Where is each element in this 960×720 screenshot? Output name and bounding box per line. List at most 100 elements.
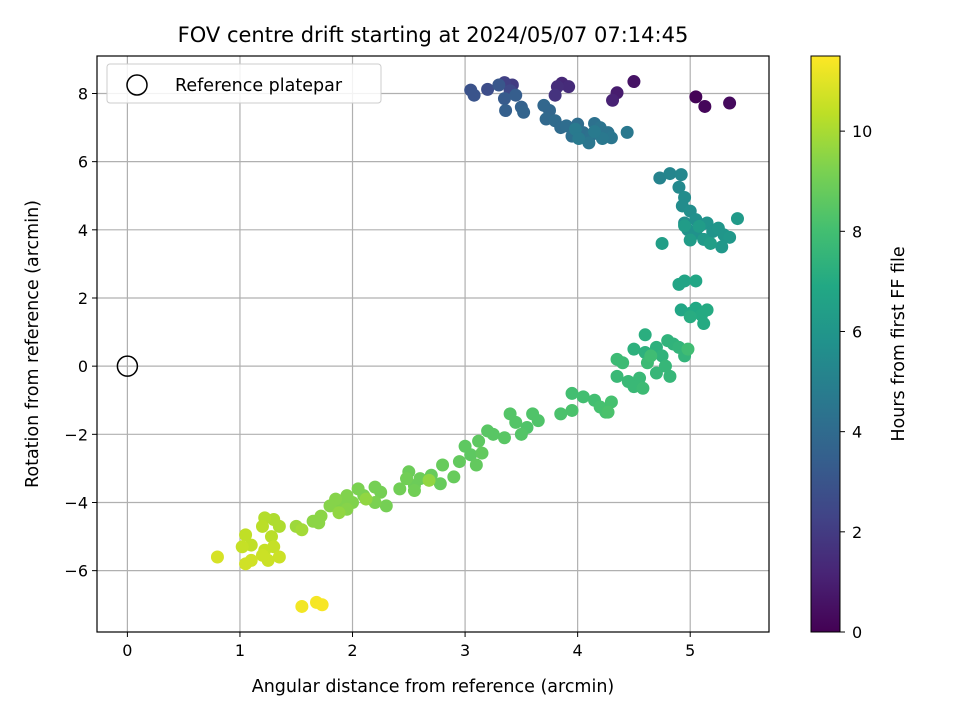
data-point — [255, 519, 269, 533]
data-point — [492, 78, 506, 92]
data-point — [295, 523, 309, 537]
data-point — [497, 431, 511, 445]
x-tick-label: 2 — [347, 641, 357, 660]
y-tick-label: 6 — [78, 153, 88, 172]
data-point — [683, 233, 697, 247]
y-tick-label: −6 — [64, 562, 88, 581]
data-point — [472, 434, 486, 448]
x-tick-label: 1 — [235, 641, 245, 660]
data-point — [469, 458, 483, 472]
data-point — [715, 240, 729, 254]
data-point — [447, 470, 461, 484]
data-point — [464, 448, 478, 462]
data-point — [554, 407, 568, 421]
data-point — [315, 598, 329, 612]
data-point — [433, 477, 447, 491]
data-point — [610, 369, 624, 383]
x-axis-label: Angular distance from reference (arcmin) — [252, 677, 615, 697]
y-tick-label: 2 — [78, 289, 88, 308]
data-point — [379, 499, 393, 513]
data-point — [627, 75, 641, 89]
colorbar: 0 2 4 6 8 10 Hours from first FF file — [810, 55, 909, 642]
data-point — [481, 424, 495, 438]
data-point — [255, 548, 269, 562]
y-tick-label: −2 — [64, 425, 88, 444]
data-point — [514, 427, 528, 441]
data-point — [272, 519, 286, 533]
data-point — [264, 530, 278, 544]
data-point — [239, 557, 253, 571]
chart-title: FOV centre drift starting at 2024/05/07 … — [178, 23, 689, 47]
data-points — [210, 75, 744, 613]
data-point — [655, 236, 669, 250]
data-point — [723, 230, 737, 244]
data-point — [674, 168, 688, 182]
data-point — [616, 356, 630, 370]
data-point — [663, 167, 677, 181]
data-point — [678, 219, 692, 233]
colorbar-ticks: 0 2 4 6 8 10 — [840, 122, 872, 642]
legend-label: Reference platepar — [175, 76, 343, 96]
data-point — [503, 407, 517, 421]
data-point — [499, 104, 513, 118]
x-tick-label: 0 — [122, 641, 132, 660]
data-point — [548, 88, 562, 102]
data-point — [576, 390, 590, 404]
colorbar-label: Hours from first FF file — [889, 246, 909, 441]
y-tick-label: 8 — [78, 84, 88, 103]
data-point — [400, 472, 414, 486]
data-point — [703, 236, 717, 250]
data-point — [565, 386, 579, 400]
x-axis-ticks: 0 1 2 3 4 5 — [122, 632, 695, 660]
data-point — [497, 92, 511, 106]
data-point — [730, 212, 744, 226]
reference-marker — [116, 355, 139, 377]
data-point — [562, 80, 576, 94]
data-point — [436, 458, 450, 472]
data-point — [210, 550, 224, 564]
data-point — [475, 446, 489, 460]
x-tick-label: 5 — [685, 641, 695, 660]
y-tick-label: 0 — [78, 357, 88, 376]
data-point — [531, 414, 545, 428]
data-point — [689, 90, 703, 104]
data-point — [239, 528, 253, 542]
data-point — [627, 342, 641, 356]
data-point — [678, 274, 692, 288]
colorbar-tick-label: 10 — [852, 122, 872, 141]
x-tick-label: 4 — [573, 641, 583, 660]
data-point — [723, 96, 737, 110]
data-point — [700, 303, 714, 317]
data-point — [653, 171, 667, 185]
plot-frame — [96, 55, 770, 633]
data-point — [312, 516, 326, 530]
data-point — [681, 342, 695, 356]
data-point — [452, 455, 466, 469]
data-point — [606, 93, 620, 107]
data-point — [393, 482, 407, 496]
data-point — [620, 125, 634, 139]
data-point — [407, 484, 421, 498]
x-tick-label: 3 — [460, 641, 470, 660]
data-point — [422, 473, 436, 487]
data-point — [517, 105, 531, 119]
colorbar-tick-label: 8 — [852, 222, 862, 241]
data-point — [697, 317, 711, 331]
y-tick-label: −4 — [64, 493, 88, 512]
reference-point — [116, 355, 139, 377]
y-tick-label: 4 — [78, 221, 88, 240]
data-point — [655, 349, 669, 363]
colorbar-tick-label: 0 — [852, 623, 862, 642]
data-point — [267, 540, 281, 554]
data-point — [272, 550, 286, 564]
data-point — [692, 219, 706, 233]
colorbar-tick-label: 4 — [852, 423, 862, 442]
colorbar-tick-label: 2 — [852, 523, 862, 542]
data-point — [481, 82, 495, 96]
data-point — [351, 482, 365, 496]
colorbar-tick-label: 6 — [852, 322, 862, 341]
legend-marker — [126, 74, 148, 96]
data-point — [636, 381, 650, 395]
data-point — [683, 310, 697, 324]
